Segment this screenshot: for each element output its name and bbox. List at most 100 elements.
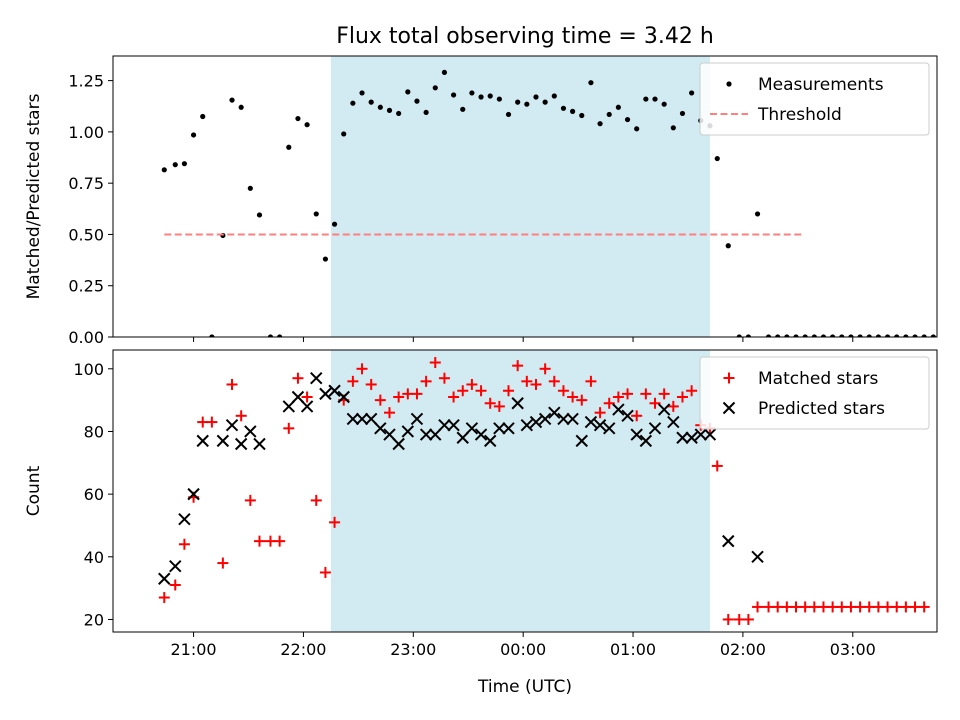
predicted-stars-point-53-b: [676, 431, 689, 444]
measurements-point-25: [396, 110, 402, 117]
measurements-point-26: [405, 89, 411, 95]
predicted-stars-point-46: [612, 403, 625, 416]
matched-stars-point-49: [612, 391, 624, 403]
predicted-stars-point-33-b: [493, 422, 506, 435]
predicted-stars-point-38-b: [538, 412, 552, 426]
measurements-point-11: [267, 334, 274, 337]
matched-stars-point-31: [448, 391, 460, 403]
measurements-point-74: [848, 334, 854, 337]
matched-stars-point-13: [283, 422, 295, 434]
predicted-stars-point-37: [529, 415, 543, 429]
matched-stars-point-27: [411, 388, 423, 400]
predicted-stars-point-54-b: [685, 431, 698, 444]
matched-stars-point-43: [557, 385, 569, 397]
measurements-point-32: [460, 106, 466, 112]
predicted-stars-point-14-b: [319, 387, 332, 401]
measurements-point-68: [793, 334, 799, 337]
chart-title: Flux total observing time = 3.42 h: [336, 24, 714, 49]
legend-predicted-stars-swatch: [722, 401, 736, 415]
predicted-stars-point-43-b: [584, 415, 598, 429]
measurements-point-44: [570, 108, 576, 114]
predicted-stars-point-50-b: [648, 422, 662, 435]
predicted-stars-point-19-b: [364, 412, 378, 426]
measurements-point-21: [359, 90, 365, 96]
predicted-stars-point-45: [603, 422, 616, 435]
predicted-stars-point-5-b: [216, 434, 230, 448]
predicted-stars-point-10-b: [282, 400, 295, 413]
predicted-stars-point-53: [676, 431, 689, 444]
predicted-stars-point-18-b: [355, 412, 369, 426]
predicted-stars-point-2-b: [178, 512, 191, 526]
matched-stars-point-38: [512, 360, 524, 372]
x-tick-label-0: 21:00: [171, 640, 217, 659]
predicted-stars-point-39-b: [548, 406, 561, 419]
matched-stars-point-37: [503, 385, 515, 397]
predicted-stars-point-23: [401, 425, 415, 438]
matched-stars-point-10: [253, 535, 265, 547]
matched-stars-point-9: [244, 494, 256, 506]
measurements-point-3: [190, 132, 197, 138]
predicted-stars-point-31-b: [474, 428, 488, 441]
predicted-stars-point-24-b: [410, 412, 424, 426]
predicted-stars-point-7-b: [234, 437, 248, 451]
measurements-point-53: [652, 96, 658, 102]
matched-stars-point-25: [393, 391, 405, 403]
legend-box: [699, 62, 930, 136]
predicted-stars-point-17-b: [346, 412, 360, 426]
measurements-point-27: [414, 98, 420, 104]
matched-stars-point-14: [292, 372, 304, 384]
measurements-point-77: [875, 334, 882, 337]
matched-stars-point-15: [301, 391, 313, 403]
measurements-point-23: [377, 104, 383, 110]
predicted-stars-point-51: [657, 403, 671, 416]
matched-stars-point-82: [918, 601, 930, 613]
matched-stars-point-5: [206, 416, 218, 428]
measurements-point-60: [714, 155, 720, 162]
predicted-stars-point-20: [374, 422, 387, 435]
predicted-stars-point-25: [419, 428, 433, 441]
predicted-stars-point-50: [648, 422, 662, 435]
matched-stars-point-54: [658, 388, 670, 400]
predicted-stars-point-20-b: [374, 422, 387, 435]
predicted-stars-point-4: [196, 434, 209, 448]
predicted-stars-point-12: [300, 400, 314, 413]
matched-stars-point-61: [722, 613, 734, 625]
measurements-point-0: [161, 167, 167, 173]
predicted-stars-point-34: [502, 422, 515, 435]
measurements-point-61: [725, 243, 731, 249]
matched-stars-point-21: [356, 363, 368, 375]
measurements-point-14: [295, 115, 301, 122]
measurements-point-35: [487, 93, 493, 99]
measurements-point-55: [670, 125, 676, 131]
measurements-point-22: [368, 99, 374, 105]
predicted-stars-point-14: [319, 387, 332, 401]
predicted-stars-point-57-b: [722, 534, 735, 548]
legend-threshold-label: Threshold: [757, 105, 842, 125]
x-tick-label-5: 02:00: [720, 640, 766, 659]
predicted-stars-point-13-b: [310, 371, 323, 385]
predicted-stars-point-48-b: [630, 428, 643, 441]
y-tick-label-2: 0.50: [68, 225, 104, 244]
measurements-point-4: [200, 113, 206, 120]
matched-stars-point-57: [686, 385, 698, 397]
predicted-stars-point-23-b: [401, 425, 415, 438]
x-tick-label-2: 23:00: [390, 640, 436, 659]
matched-stars-point-52: [640, 388, 652, 400]
legend-predicted-stars-swatch-b: [722, 401, 736, 415]
matched-stars-point-1: [169, 579, 181, 591]
measurements-point-62: [736, 334, 742, 337]
predicted-stars-point-33: [493, 422, 506, 435]
measurements-point-73: [839, 334, 845, 337]
predicted-stars-point-43: [584, 415, 598, 429]
measurements-point-79: [894, 334, 900, 337]
y-tick-label-0: 20: [84, 610, 104, 629]
predicted-stars-point-36-b: [520, 418, 534, 432]
measurements-point-5: [209, 334, 215, 337]
x-axis-label: Time (UTC): [477, 677, 572, 697]
predicted-stars-point-9: [253, 437, 266, 451]
matched-stars-point-48: [603, 397, 615, 409]
bottom-panel-marks: [158, 357, 930, 625]
predicted-stars-point-52-b: [667, 415, 680, 429]
matched-stars-point-33: [466, 378, 478, 390]
matched-stars-point-34: [475, 385, 487, 397]
